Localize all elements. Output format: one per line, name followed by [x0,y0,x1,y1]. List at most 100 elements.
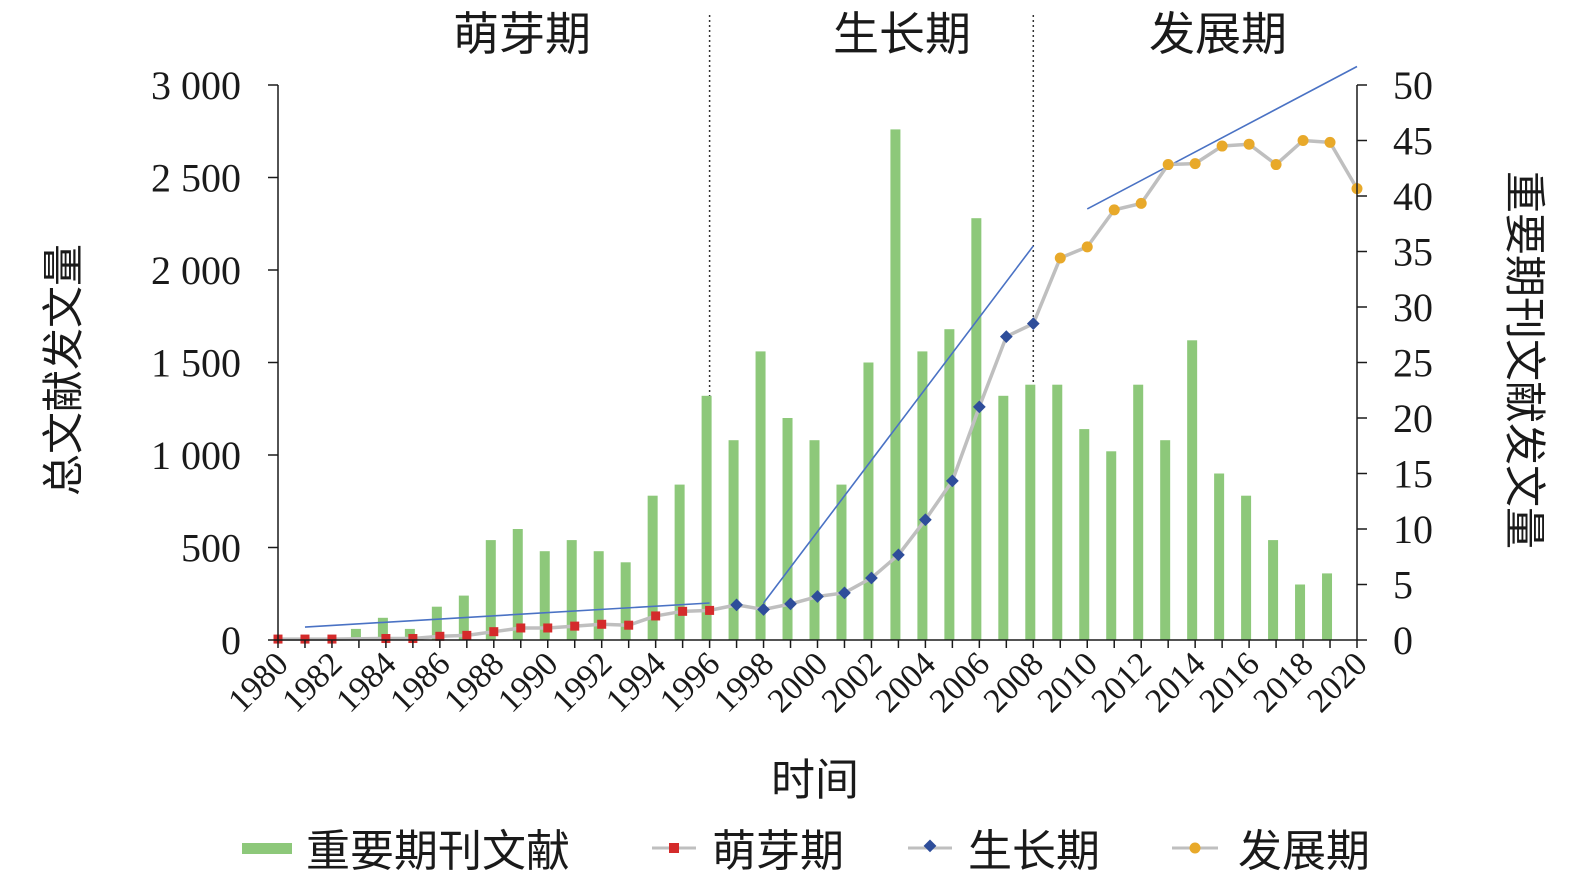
trend-line-2 [1086,65,1358,210]
legend-label-embryonic: 萌芽期 [712,826,844,877]
legend-label-bars: 重要期刊文献 [306,826,570,877]
y-left-tick-label-2000: 2 000 [151,248,241,293]
point-embryonic-1988 [489,627,499,637]
bar-2016 [1241,495,1252,640]
legend-marker-development [1189,842,1201,854]
bar-1999 [782,418,793,640]
point-embryonic-1992 [597,619,607,629]
x-tick-label-2006: 2006 [923,645,997,719]
point-embryonic-1984 [381,634,391,644]
y-left-tick-label-2500: 2 500 [151,156,241,201]
point-development-2013 [1162,159,1174,171]
bar-1983 [350,628,361,640]
x-tick-label-1994: 1994 [599,645,673,719]
y-right-tick-label-50: 50 [1393,63,1433,108]
y-left-tick-label-0: 0 [221,618,241,663]
bar-2011 [1106,451,1117,640]
legend: 重要期刊文献 萌芽期 生长期 发展期 [242,826,1370,877]
bar-2006 [971,218,982,640]
y-left-tick-label-1000: 1 000 [151,433,241,478]
legend-swatch-bars [242,843,292,854]
bar-2009 [1052,384,1063,640]
legend-item-bars: 重要期刊文献 [242,826,570,877]
x-tick-label-1986: 1986 [383,645,457,719]
bar-1986 [431,606,442,640]
bar-1988 [485,540,496,640]
trend-lines [304,65,1358,628]
point-embryonic-1987 [462,630,472,640]
trend-line-0 [304,602,710,628]
point-development-2017 [1270,159,1282,171]
point-embryonic-1994 [651,611,661,621]
period-label-growth: 生长期 [833,7,971,61]
x-tick-label-1998: 1998 [707,645,781,719]
point-embryonic-1982 [327,634,337,644]
bar-2001 [836,484,847,640]
point-development-2009 [1054,252,1066,264]
point-embryonic-1993 [624,620,634,630]
point-development-2014 [1189,158,1201,170]
point-embryonic-1989 [516,623,526,633]
bar-1996 [701,395,712,640]
x-tick-label-2010: 2010 [1031,645,1105,719]
point-development-2018 [1297,135,1309,146]
point-growth-2008 [1026,317,1040,331]
y-left-tick-label-500: 500 [181,526,241,571]
x-tick-label-2000: 2000 [761,645,835,719]
legend-marker-growth [923,839,937,853]
y-right-tick-label-30: 30 [1393,285,1433,330]
x-tick-label-1988: 1988 [437,645,511,719]
bar-1991 [566,540,577,640]
x-tick-label-1990: 1990 [491,645,565,719]
bar-2010 [1079,429,1090,640]
point-development-2019 [1324,136,1336,148]
bar-2003 [890,129,901,640]
point-development-2011 [1108,204,1120,216]
y-axis-right-title: 重要期刊文献发文量 [1500,171,1549,549]
bar-1997 [728,440,739,640]
point-embryonic-1996 [705,605,715,615]
y-right-tick-label-45: 45 [1393,119,1433,164]
legend-marker-embryonic [669,843,679,853]
x-tick-label-1992: 1992 [545,645,619,719]
y-right-tick-label-15: 15 [1393,452,1433,497]
point-development-2010 [1081,241,1093,253]
point-development-2015 [1216,140,1228,152]
bar-1989 [512,529,523,640]
point-embryonic-1981 [300,634,310,644]
x-tick-label-1984: 1984 [329,645,403,719]
point-development-2016 [1243,138,1255,150]
bar-2012 [1133,384,1144,640]
y-right-tick-label-0: 0 [1393,618,1413,663]
point-development-2012 [1135,197,1147,209]
y-right-tick-label-20: 20 [1393,396,1433,441]
y-left-tick-label-3000: 3 000 [151,63,241,108]
legend-label-development: 发展期 [1238,826,1370,877]
y-right-tick-label-25: 25 [1393,341,1433,386]
bar-1998 [755,351,766,640]
bar-1990 [539,551,550,640]
x-tick-label-2004: 2004 [869,645,943,719]
y-left-tick-label-1500: 1 500 [151,341,241,386]
bar-series [350,129,1333,640]
bar-1995 [674,484,685,640]
period-label-development: 发展期 [1149,7,1287,61]
bar-2000 [809,440,820,640]
x-tick-label-1982: 1982 [275,645,349,719]
x-tick-label-2016: 2016 [1193,645,1267,719]
point-embryonic-1990 [543,623,553,633]
point-growth-2007 [999,330,1013,343]
y-right-tick-label-5: 5 [1393,563,1413,608]
point-embryonic-1985 [408,634,418,644]
bar-2015 [1214,473,1225,640]
x-tick-label-2012: 2012 [1085,645,1159,719]
x-tick-label-2018: 2018 [1246,645,1320,719]
legend-item-development: 发展期 [1172,826,1370,877]
bar-2004 [917,351,928,640]
x-tick-label-2008: 2008 [977,645,1051,719]
bar-1994 [647,495,658,640]
trend-line-1 [762,245,1034,604]
point-embryonic-1995 [678,606,688,616]
bar-1984 [377,617,388,640]
point-embryonic-1991 [570,621,580,631]
